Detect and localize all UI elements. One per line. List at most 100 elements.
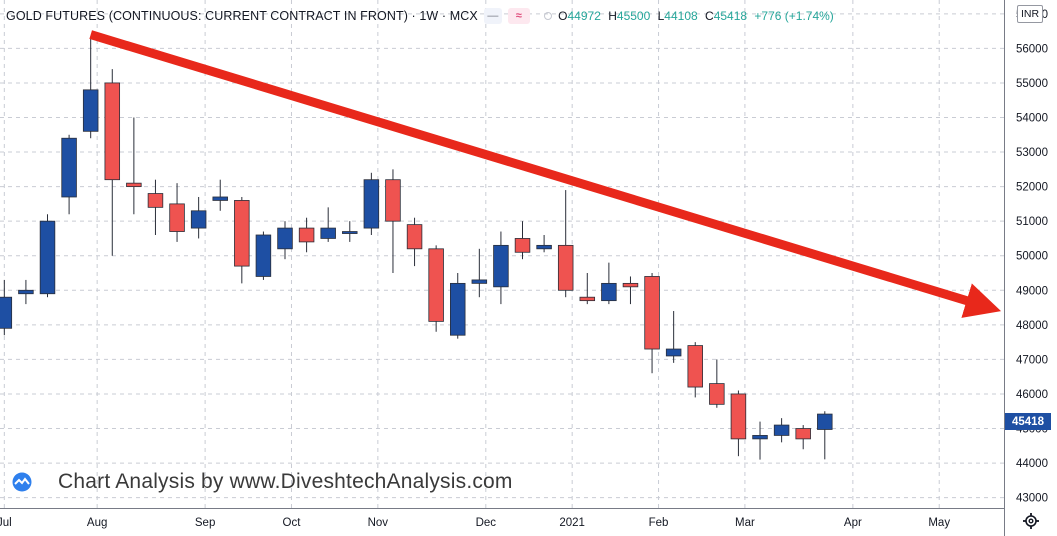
- candle: [622, 276, 639, 305]
- candle-body: [709, 383, 725, 405]
- close-label: C: [705, 9, 714, 23]
- candle: [169, 183, 185, 242]
- low-value: 44108: [664, 9, 698, 23]
- candle-body: [601, 282, 617, 302]
- candle: [471, 248, 488, 298]
- candle-body: [255, 234, 272, 277]
- x-tick-label: 2021: [559, 517, 585, 529]
- x-tick-label: Dec: [476, 517, 497, 529]
- y-tick-label: 51000: [1016, 216, 1048, 228]
- candle-body: [795, 428, 811, 440]
- candle-body: [471, 279, 488, 284]
- candle: [320, 207, 336, 242]
- candle-body: [644, 276, 660, 350]
- approx-icon[interactable]: ≈: [507, 8, 530, 24]
- x-tick-label: Aug: [87, 517, 107, 529]
- tradingview-cloud-icon: [12, 472, 32, 492]
- candle: [0, 279, 13, 336]
- candle-body: [104, 82, 121, 181]
- status-dot-icon: [543, 12, 552, 20]
- candle: [104, 69, 121, 256]
- watermark: Chart Analysis by www.DiveshtechAnalysis…: [10, 470, 513, 494]
- last-price-label: 45418: [1005, 413, 1051, 430]
- candle-body: [773, 424, 790, 436]
- trend-arrow: [89, 30, 1002, 318]
- candle-body: [385, 179, 401, 222]
- candle-body: [514, 238, 531, 253]
- y-tick-label: 47000: [1016, 354, 1048, 366]
- symbol-title[interactable]: GOLD FUTURES (CONTINUOUS: CURRENT CONTRA…: [6, 9, 478, 23]
- candle: [298, 217, 315, 253]
- candle: [190, 196, 207, 239]
- y-tick-label: 44000: [1016, 458, 1048, 470]
- currency-badge[interactable]: INR: [1017, 5, 1043, 23]
- candle: [644, 273, 660, 374]
- candle: [536, 234, 552, 253]
- y-tick-label: 53000: [1016, 147, 1048, 159]
- candle: [39, 214, 56, 298]
- candle: [342, 221, 358, 242]
- x-tick-label: May: [928, 517, 950, 529]
- candle-body: [82, 89, 99, 132]
- candle: [126, 117, 142, 215]
- candle-body: [687, 345, 703, 388]
- close-value: 45418: [713, 9, 748, 23]
- candle-body: [363, 179, 380, 229]
- candle: [18, 279, 34, 305]
- candle: [82, 38, 99, 139]
- candle-body: [234, 200, 250, 267]
- trend-layer: [89, 30, 1002, 318]
- candle-body: [342, 231, 358, 234]
- x-tick-label: Feb: [649, 517, 669, 529]
- candle-body: [622, 282, 639, 288]
- candle: [730, 390, 747, 457]
- candle: [147, 179, 164, 235]
- candle-body: [428, 248, 444, 322]
- candle-body: [817, 413, 833, 430]
- gear-icon[interactable]: [1022, 512, 1040, 530]
- x-tick-label: Apr: [844, 517, 862, 529]
- candle-body: [61, 137, 77, 198]
- y-tick-label: 52000: [1016, 182, 1048, 194]
- y-tick-label: 55000: [1016, 78, 1048, 90]
- candle: [514, 221, 531, 260]
- candle-body: [730, 393, 747, 440]
- candle: [795, 425, 811, 450]
- candle-body: [126, 182, 142, 188]
- candle: [557, 190, 574, 298]
- x-tick-label: Sep: [195, 517, 215, 529]
- candle-body: [169, 203, 185, 232]
- open-label: O: [558, 9, 568, 23]
- candle: [212, 179, 228, 211]
- ohlc-readout: O44972 H45500 L44108 C45418 +776 (+1.74%…: [543, 9, 834, 23]
- candle: [449, 273, 466, 339]
- candle: [817, 411, 833, 460]
- candle: [277, 221, 293, 260]
- candle: [493, 231, 509, 305]
- watermark-text: Chart Analysis by www.DiveshtechAnalysis…: [58, 470, 513, 493]
- candle: [687, 342, 703, 398]
- candle: [406, 217, 423, 267]
- x-tick-label: Nov: [368, 517, 389, 529]
- candle: [665, 311, 682, 363]
- chart-header: GOLD FUTURES (CONTINUOUS: CURRENT CONTRA…: [6, 6, 834, 26]
- candle-body: [493, 244, 509, 288]
- candle-body: [298, 227, 315, 243]
- candle-body: [449, 282, 466, 336]
- candle-body: [18, 289, 34, 295]
- change-value: +776 (+1.74%): [754, 9, 834, 23]
- candle-body: [579, 296, 596, 302]
- y-tick-label: 46000: [1016, 389, 1048, 401]
- candle-body: [212, 196, 228, 201]
- collapse-icon[interactable]: —: [483, 8, 502, 24]
- candle-body: [39, 220, 56, 295]
- candle: [428, 245, 444, 332]
- candle-body: [665, 348, 682, 357]
- candle: [773, 418, 790, 443]
- candle: [234, 196, 250, 284]
- candle-body: [147, 193, 164, 208]
- x-tick-label: Mar: [735, 517, 755, 529]
